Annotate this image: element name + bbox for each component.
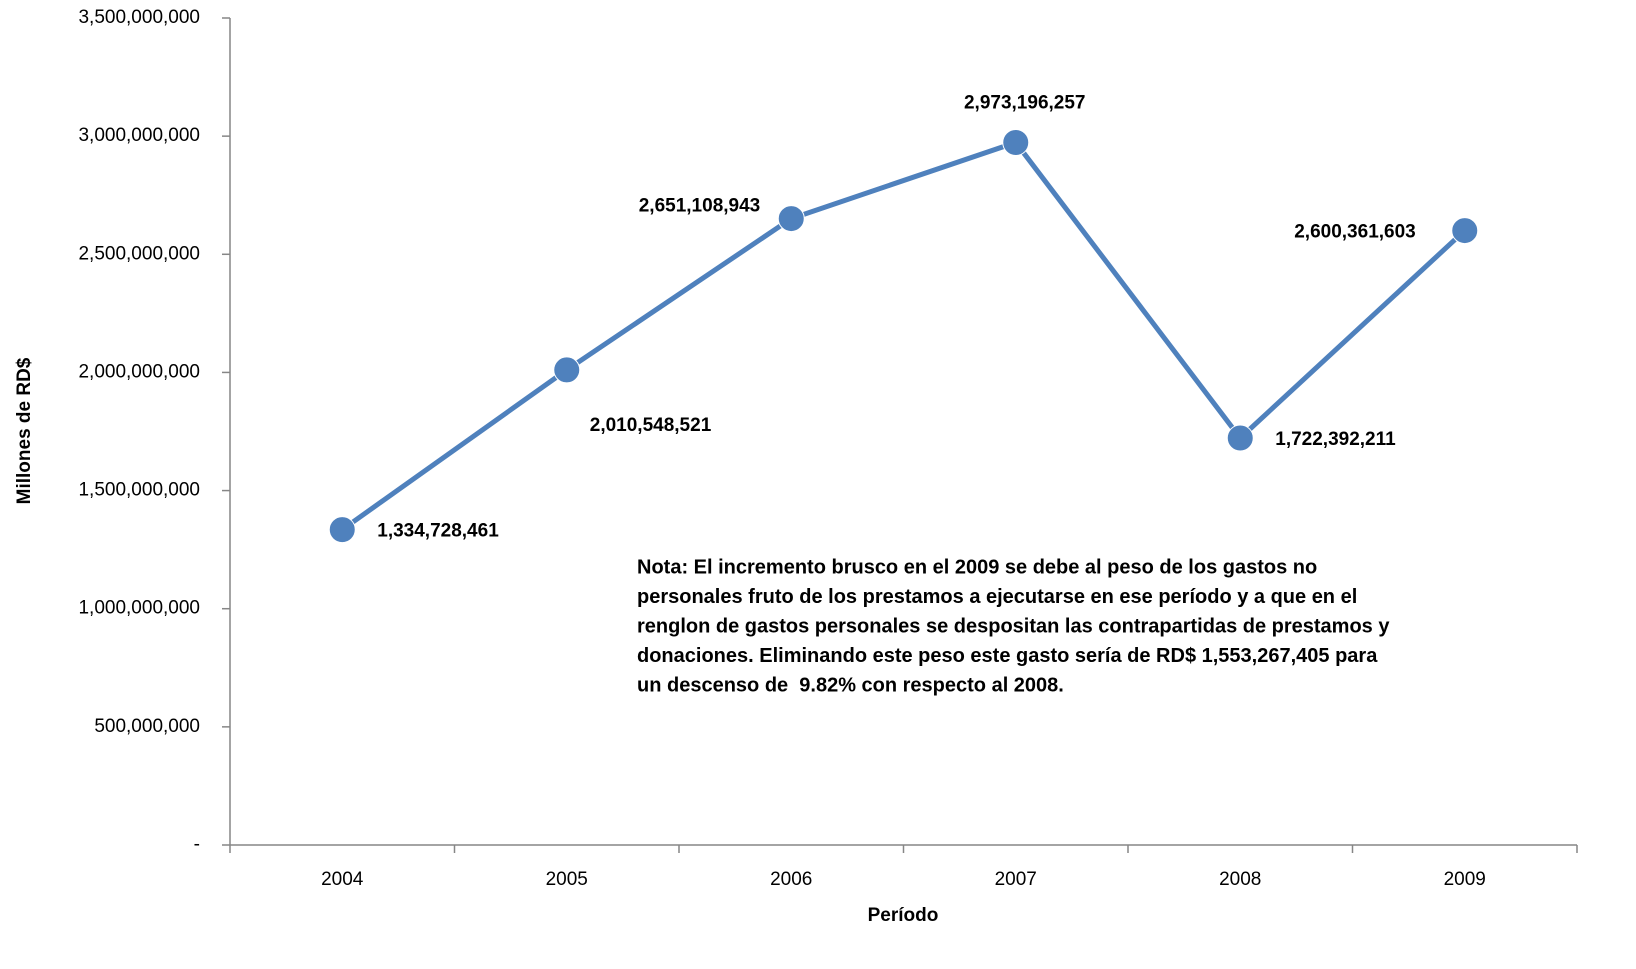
y-tick-label: 500,000,000 <box>94 716 200 737</box>
y-axis-title: Millones de RD$ <box>14 357 35 504</box>
x-tick-label: 2004 <box>321 869 364 890</box>
marker <box>1451 217 1479 245</box>
data-label: 1,722,392,211 <box>1275 429 1396 450</box>
line <box>340 139 1467 532</box>
x-tick-label: 2009 <box>1444 869 1486 890</box>
annotation: renglon de gastos personales se desposit… <box>637 615 1390 637</box>
marker <box>328 516 356 544</box>
marker <box>1226 424 1254 452</box>
data-label: 2,973,196,257 <box>964 92 1086 113</box>
annotation: un descenso de 9.82% con respecto al 200… <box>637 674 1064 696</box>
data-label: 2,651,108,943 <box>639 196 761 217</box>
data-label: 2,010,548,521 <box>590 415 712 436</box>
data-label: 2,600,361,603 <box>1294 222 1416 243</box>
y-tick-label: 3,500,000,000 <box>78 7 200 28</box>
y-tick-label: 1,000,000,000 <box>78 598 200 619</box>
x-tick-label: 2006 <box>770 869 812 890</box>
x-tick-label: 2005 <box>546 869 588 890</box>
y-tick-label: 1,500,000,000 <box>78 480 200 501</box>
annotation: personales fruto de los prestamos a ejec… <box>637 586 1357 608</box>
x-tick-label: 2007 <box>995 869 1037 890</box>
y-tick-label: 3,000,000,000 <box>78 125 200 146</box>
marker <box>1002 128 1030 156</box>
data-label: 1,334,728,461 <box>377 521 499 542</box>
x-axis-title: Período <box>868 905 939 926</box>
marker <box>777 205 805 233</box>
y-tick-label: 2,500,000,000 <box>78 243 200 264</box>
y-tick-label: 2,000,000,000 <box>78 361 200 382</box>
x-tick-label: 2008 <box>1219 869 1261 890</box>
y-tick-label: - <box>194 834 200 855</box>
marker <box>553 356 581 384</box>
annotation: Nota: El incremento brusco en el 2009 se… <box>637 556 1317 578</box>
annotation: donaciones. Eliminando este peso este ga… <box>637 645 1378 667</box>
